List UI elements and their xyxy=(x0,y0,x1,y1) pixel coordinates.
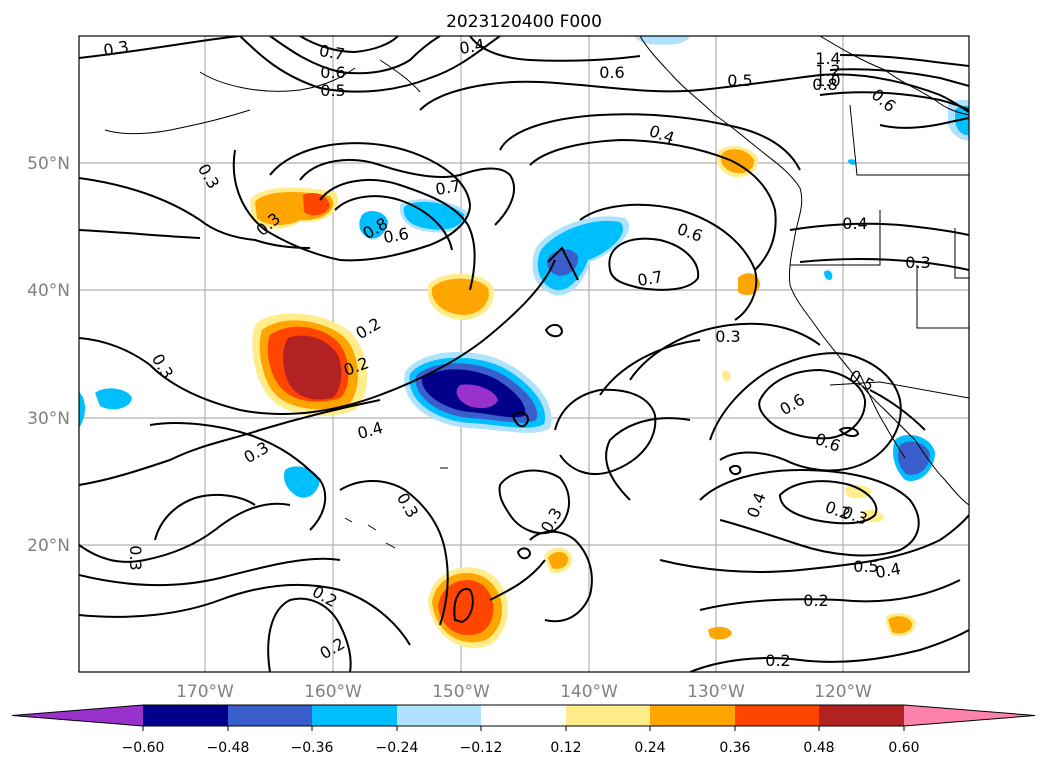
lon-label: 140°W xyxy=(560,682,618,702)
positive-anomaly-region xyxy=(252,313,367,416)
lon-label: 150°W xyxy=(432,682,490,702)
map-title: 2023120400 F000 xyxy=(446,12,602,32)
map-frame xyxy=(78,35,970,673)
colorbar-segment xyxy=(312,705,397,726)
contour-lines xyxy=(79,36,969,672)
colorbar-tick-label: −0.12 xyxy=(460,740,503,756)
colorbar-tick-label: 0.36 xyxy=(719,740,750,756)
contour-label: 1.2 xyxy=(815,61,840,80)
contour-label: 0.4 xyxy=(842,214,867,233)
colorbar-tick-label: −0.48 xyxy=(207,740,250,756)
contour-label: 0.3 xyxy=(905,253,930,272)
contour-label: 0.7 xyxy=(636,267,664,290)
contour-label: 0.2 xyxy=(765,651,790,670)
negative-anomaly-region xyxy=(532,216,630,296)
colorbar-tick-label: 0.48 xyxy=(803,740,834,756)
positive-anomaly-region xyxy=(250,187,339,229)
contour-label: 0.3 xyxy=(715,327,740,346)
colorbar-segment xyxy=(143,705,228,726)
colorbar-tick-label: −0.60 xyxy=(122,740,165,756)
colorbar-segment xyxy=(819,705,904,726)
colorbar-tick-labels: −0.60 −0.48 −0.36 −0.24 −0.12 0.12 0.24 … xyxy=(122,740,920,756)
lon-label: 160°W xyxy=(304,682,362,702)
colorbar-tick-label: 0.24 xyxy=(634,740,665,756)
lat-label: 40°N xyxy=(27,281,70,301)
contour-label: 0.5 xyxy=(853,557,878,576)
colorbar-extend-max xyxy=(904,705,1035,726)
lon-label: 130°W xyxy=(687,682,745,702)
colorbar-segment xyxy=(566,705,650,726)
contour-label: 1.4 xyxy=(815,49,840,68)
colorbar-segment xyxy=(397,705,481,726)
colorbar-segment xyxy=(228,705,312,726)
contour-label: 0.3 xyxy=(102,37,130,60)
lon-label: 170°W xyxy=(176,682,234,702)
colorbar-tick-label: 0.60 xyxy=(888,740,919,756)
contour-label: 0.6 xyxy=(599,63,624,82)
contour-label: 0.5 xyxy=(727,71,752,90)
lat-label: 30°N xyxy=(27,409,70,429)
contour-label: 0.3 xyxy=(126,545,145,570)
contour-label: 0.5 xyxy=(320,81,345,100)
negative-anomaly-region xyxy=(404,351,552,433)
colorbar-segment xyxy=(735,705,819,726)
lat-label: 50°N xyxy=(27,154,70,174)
colorbar-tick-label: −0.36 xyxy=(291,740,334,756)
positive-anomaly-region xyxy=(427,273,494,320)
colorbar-tick-label: −0.24 xyxy=(376,740,419,756)
contour-label: 0.7 xyxy=(318,41,346,64)
contour-label: 1.0 xyxy=(815,71,840,90)
latitude-axis-labels: 50°N 40°N 30°N 20°N xyxy=(27,154,70,556)
colorbar xyxy=(11,704,1036,731)
colorbar-segment xyxy=(481,705,566,726)
contour-label: 0.7 xyxy=(434,176,462,199)
lat-label: 20°N xyxy=(27,536,70,556)
coastline xyxy=(104,36,969,549)
contour-label: 0.4 xyxy=(874,559,902,582)
contour-label: 0.8 xyxy=(812,75,837,94)
longitude-axis-labels: 170°W 160°W 150°W 140°W 130°W 120°W xyxy=(176,682,872,702)
colorbar-tick-label: 0.12 xyxy=(550,740,581,756)
colorbar-extend-min xyxy=(12,705,143,726)
colorbar-segment xyxy=(650,705,735,726)
contour-label: 0.6 xyxy=(382,224,410,247)
lon-label: 120°W xyxy=(814,682,872,702)
contour-label: 0.2 xyxy=(803,591,828,610)
contour-label: 0.6 xyxy=(320,63,345,82)
contour-label: 0.4 xyxy=(458,35,486,58)
